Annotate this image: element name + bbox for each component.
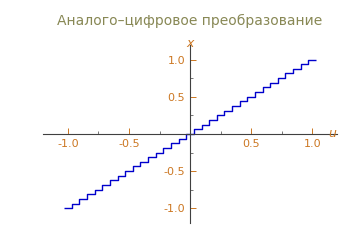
Text: u: u: [328, 127, 336, 140]
Text: x: x: [186, 37, 194, 50]
Title: Аналого–цифровое преобразование: Аналого–цифровое преобразование: [58, 14, 323, 28]
